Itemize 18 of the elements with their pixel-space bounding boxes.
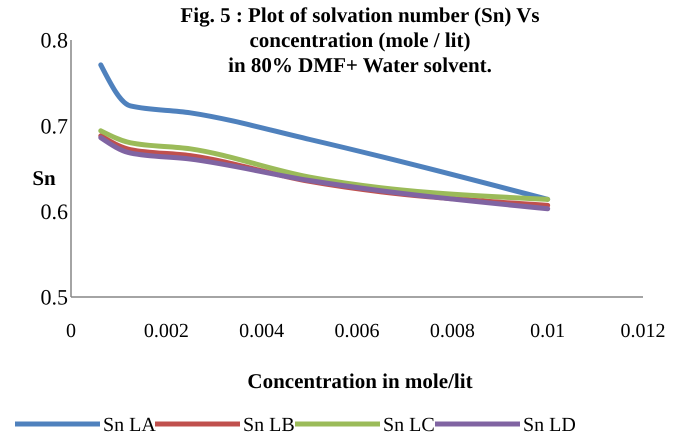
legend-label: Sn LA <box>103 414 156 436</box>
legend-label: Sn LB <box>243 414 295 436</box>
y-tick-label: 0.8 <box>40 28 68 53</box>
x-tick-label: 0.002 <box>144 320 189 342</box>
legend-label: Sn LC <box>383 414 435 436</box>
y-axis-title: Sn <box>32 166 56 190</box>
y-tick-label: 0.6 <box>40 199 68 224</box>
x-tick-label: 0.004 <box>239 320 284 342</box>
y-tick-label: 0.5 <box>40 284 68 310</box>
x-axis-title: Concentration in mole/lit <box>247 369 473 393</box>
legend-label: Sn LD <box>523 414 576 436</box>
x-tick-label: 0 <box>66 320 76 342</box>
x-tick-label: 0.012 <box>620 320 666 342</box>
x-tick-label: 0.006 <box>334 320 380 342</box>
x-tick-label: 0.01 <box>530 320 566 342</box>
x-tick-label: 0.008 <box>430 320 475 342</box>
y-tick-label: 0.7 <box>40 113 68 138</box>
chart-title: Fig. 5 : Plot of solvation number (Sn) Vs concentration (mole / lit) in 80% DMF+ Water solvent. <box>180 3 540 77</box>
